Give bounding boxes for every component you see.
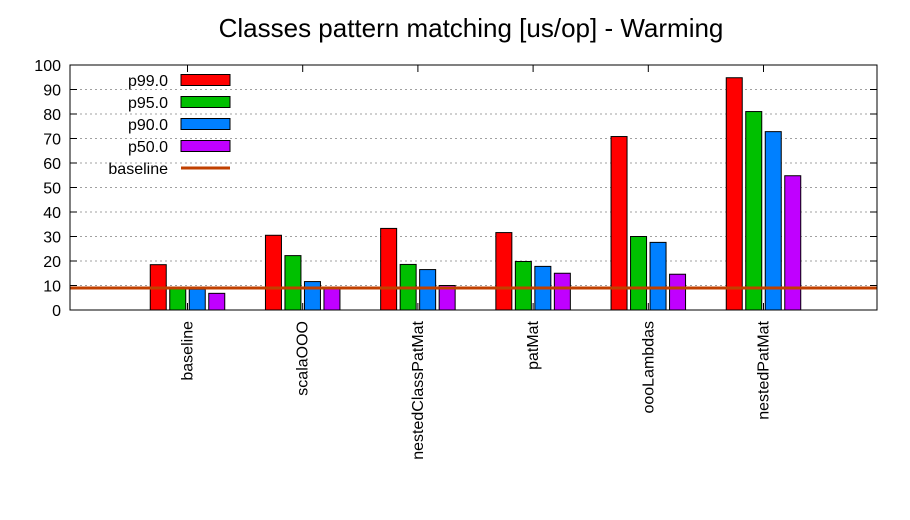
y-tick-label: 30 bbox=[43, 230, 61, 247]
legend-label: p50.0 bbox=[128, 139, 168, 156]
legend-swatch bbox=[180, 74, 231, 86]
bar-p99-0-scalaOOO bbox=[264, 234, 282, 311]
legend-label: p90.0 bbox=[128, 117, 168, 134]
bar-p90-0-scalaOOO bbox=[303, 281, 321, 311]
bar-p95-0-nestedPatMat bbox=[745, 111, 763, 311]
bar-p99-0-patMat bbox=[495, 232, 513, 311]
x-tick-label: nestedPatMat bbox=[756, 320, 773, 419]
chart-title: Classes pattern matching [us/op] - Warmi… bbox=[219, 13, 724, 43]
bar-p99-0-oooLambdas bbox=[610, 136, 628, 311]
x-tick-label: baseline bbox=[180, 321, 197, 381]
legend: p99.0 p95.0 p90.0 p50.0 baseline bbox=[108, 73, 231, 178]
y-tick-label: 100 bbox=[34, 58, 61, 75]
y-tick-label: 40 bbox=[43, 205, 61, 222]
legend-label: p99.0 bbox=[128, 73, 168, 90]
y-tick-label: 60 bbox=[43, 156, 61, 173]
x-tick-label: patMat bbox=[525, 320, 542, 369]
y-tick-label: 50 bbox=[43, 181, 61, 198]
y-tick-label: 70 bbox=[43, 132, 61, 149]
x-tick-label: scalaOOO bbox=[295, 321, 312, 396]
legend-label: p95.0 bbox=[128, 95, 168, 112]
bar-p50-0-oooLambdas bbox=[669, 273, 687, 311]
legend-swatch bbox=[180, 118, 231, 130]
y-tick-label: 80 bbox=[43, 107, 61, 124]
bar-p90-0-nestedClassPatMat bbox=[419, 269, 437, 311]
bars-layer bbox=[149, 77, 802, 311]
bar-p95-0-oooLambdas bbox=[630, 236, 648, 311]
bar-p99-0-nestedPatMat bbox=[725, 77, 743, 311]
bar-p95-0-patMat bbox=[514, 260, 532, 311]
x-tick-label: nestedClassPatMat bbox=[410, 320, 427, 459]
x-tick-label: oooLambdas bbox=[640, 321, 657, 414]
legend-label: baseline bbox=[108, 161, 168, 178]
y-tick-label: 90 bbox=[43, 83, 61, 100]
bar-p90-0-oooLambdas bbox=[649, 241, 667, 311]
legend-swatch bbox=[180, 96, 231, 108]
bar-p50-0-patMat bbox=[553, 272, 571, 311]
y-tick-label: 20 bbox=[43, 254, 61, 271]
bar-p99-0-nestedClassPatMat bbox=[380, 227, 398, 311]
bar-p90-0-nestedPatMat bbox=[764, 131, 782, 311]
bar-p90-0-baseline bbox=[188, 288, 206, 311]
legend-swatch bbox=[180, 140, 231, 152]
y-tick-label: 0 bbox=[52, 303, 61, 320]
bar-p50-0-baseline bbox=[208, 292, 226, 311]
bar-p50-0-nestedPatMat bbox=[784, 175, 802, 311]
bar-p95-0-baseline bbox=[169, 287, 187, 311]
bar-p95-0-scalaOOO bbox=[284, 255, 302, 311]
y-tick-label: 10 bbox=[43, 279, 61, 296]
tick-layer: 0 10 20 30 40 50 60 70 80 90 100 baseline scalaOOO ne… bbox=[34, 58, 877, 460]
bar-p50-0-scalaOOO bbox=[323, 287, 341, 311]
